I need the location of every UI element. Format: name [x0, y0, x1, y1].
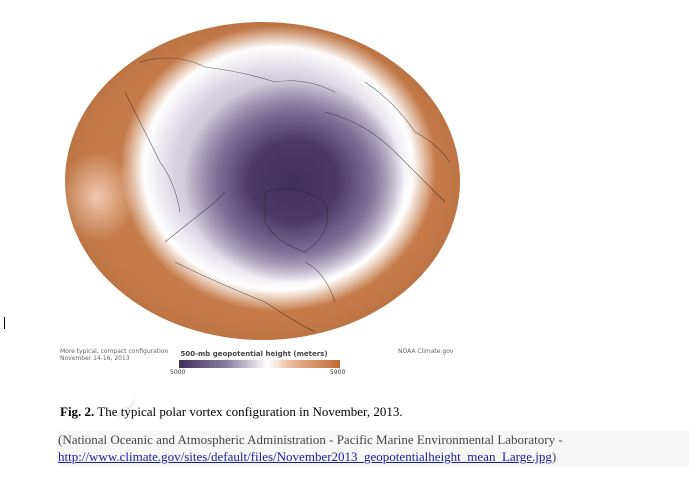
credit-label: NOAA Climate.gov [398, 348, 454, 355]
colorbar [179, 360, 340, 368]
configuration-label: More typical, compact configuration [60, 348, 169, 355]
source-link[interactable]: http://www.climate.gov/sites/default/fil… [58, 449, 552, 464]
text-cursor [4, 317, 5, 329]
polar-vortex-figure: More typical, compact configuration Nove… [60, 0, 480, 382]
geopotential-height-map [65, 22, 460, 340]
figure-label: Fig. 2. [60, 404, 95, 419]
colorbar-max: 5900 [330, 369, 346, 376]
figure-caption: Fig. 2. The typical polar vortex configu… [60, 404, 403, 420]
continent-outlines [124, 57, 451, 333]
source-close: ) [551, 449, 557, 464]
colorbar-title: 500-mb geopotential height (meters) [180, 350, 328, 358]
source-text: (National Oceanic and Atmospheric Admini… [58, 432, 563, 447]
map-subtitle: More typical, compact configuration Nove… [60, 348, 168, 362]
figure-caption-text: The typical polar vortex configuration i… [94, 404, 403, 419]
date-label: November 14-16, 2013 [60, 355, 130, 362]
colorbar-min: 5000 [170, 369, 186, 376]
source-citation: (National Oceanic and Atmospheric Admini… [58, 431, 689, 467]
